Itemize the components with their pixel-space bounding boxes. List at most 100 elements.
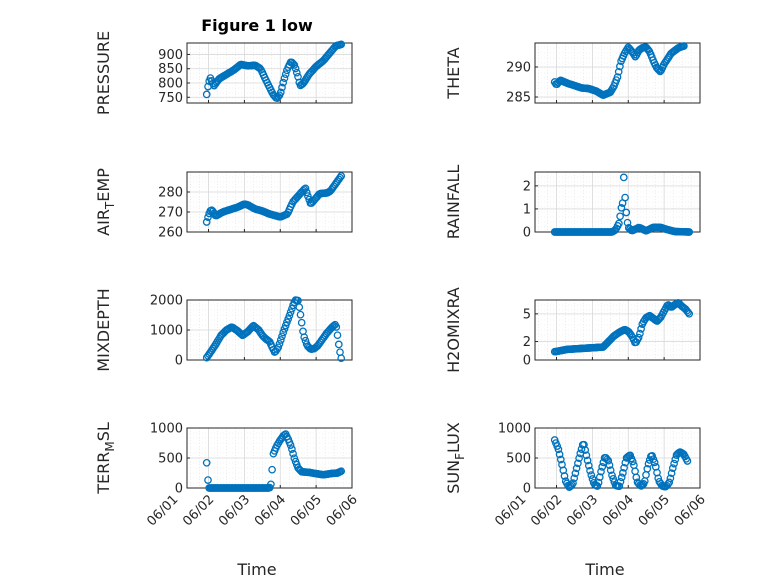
x-tick-label: 06/01 — [144, 492, 181, 529]
data-point — [617, 473, 626, 482]
data-point — [292, 68, 301, 77]
data-point — [337, 467, 346, 476]
data-point — [665, 478, 674, 487]
data-point — [337, 172, 346, 180]
data-point — [595, 473, 604, 481]
axes-rainfall: 0 1 2 RAINFALL — [444, 165, 701, 241]
data-point — [571, 469, 580, 478]
y-tick-label: 0 — [175, 354, 183, 369]
y-tick-label: 260 — [158, 226, 183, 241]
data-point — [334, 340, 343, 349]
y-tick-label: 2 — [523, 335, 531, 350]
x-tick-label: 06/01 — [492, 492, 529, 529]
data-point — [280, 74, 289, 83]
data-point — [615, 482, 624, 491]
y-axis-label: MIXDEPTH — [94, 288, 113, 371]
data-point — [202, 90, 211, 99]
data-point — [580, 440, 588, 449]
data-point — [288, 445, 296, 453]
data-point — [685, 228, 694, 236]
y-tick-label: 5 — [523, 307, 531, 322]
data-point — [581, 446, 590, 454]
y-tick-label: 270 — [158, 206, 183, 221]
axes-border — [186, 171, 353, 233]
x-tick-label: 06/03 — [216, 492, 253, 529]
x-axis-label-left: Time — [236, 560, 276, 579]
data-point — [284, 315, 293, 323]
data-point — [271, 347, 280, 355]
y-tick-label: 1 — [523, 202, 531, 217]
data-point — [638, 481, 647, 489]
data-point — [268, 465, 276, 474]
data-point — [554, 445, 563, 454]
data-point — [621, 193, 629, 202]
axes-theta: 285 290 THETA — [444, 42, 701, 106]
data-point — [631, 52, 640, 61]
data-point — [278, 332, 286, 341]
data-point — [278, 83, 286, 92]
data-point — [586, 466, 594, 475]
data-point — [275, 339, 284, 348]
data-point — [656, 67, 665, 76]
data-point — [582, 451, 591, 460]
data-point — [204, 476, 212, 484]
data-point — [574, 459, 582, 468]
y-tick-label: 0 — [523, 482, 531, 497]
y-axis-label: THETA — [444, 47, 463, 99]
y-tick-label: 2 — [523, 179, 531, 194]
y-tick-label: 2000 — [150, 294, 183, 309]
axes-air_temp: 260 270 280 AIRTEMP — [94, 168, 353, 241]
data-point — [281, 70, 290, 79]
data-point — [619, 469, 627, 477]
data-point — [667, 469, 676, 478]
y-axis-label: H2OMIXRA — [444, 287, 463, 373]
data-point — [291, 64, 300, 73]
data-point — [276, 88, 285, 97]
data-point — [584, 461, 593, 470]
data-point — [637, 325, 645, 333]
data-point — [286, 308, 295, 317]
data-point — [583, 456, 592, 465]
data-point — [295, 303, 304, 312]
data-point — [685, 309, 694, 318]
y-tick-label: 0 — [175, 482, 183, 497]
data-point — [598, 463, 607, 471]
y-tick-label: 1000 — [498, 422, 531, 437]
y-tick-label: 500 — [506, 452, 531, 467]
y-tick-label: 1000 — [150, 324, 183, 339]
data-point — [332, 323, 341, 331]
data-point — [594, 478, 603, 487]
data-point — [604, 456, 613, 465]
axes-border — [534, 299, 701, 361]
data-point — [569, 479, 577, 487]
data-point — [666, 474, 675, 483]
x-tick-label: 06/06 — [324, 492, 361, 529]
data-point — [650, 458, 659, 467]
y-axis-label: AIRTEMP — [94, 168, 117, 236]
data-point — [680, 42, 688, 50]
y-tick-label: 750 — [158, 91, 183, 106]
y-axis-label: RAINFALL — [444, 165, 463, 240]
y-tick-label: 850 — [158, 62, 183, 77]
x-tick-label: 06/02 — [180, 492, 217, 529]
data-point — [302, 188, 311, 197]
data-point — [265, 483, 274, 492]
x-tick-label: 06/06 — [672, 492, 709, 529]
data-point — [336, 173, 344, 182]
data-point — [301, 184, 310, 193]
axes-border — [186, 42, 353, 104]
data-point — [613, 73, 622, 81]
data-point — [304, 192, 312, 200]
data-point — [286, 441, 295, 449]
axes-border — [186, 299, 353, 361]
data-point — [297, 318, 306, 327]
data-point — [605, 461, 614, 469]
data-point — [202, 458, 211, 467]
y-tick-label: 0 — [523, 354, 531, 369]
data-point — [296, 310, 305, 319]
data-point — [300, 333, 309, 342]
